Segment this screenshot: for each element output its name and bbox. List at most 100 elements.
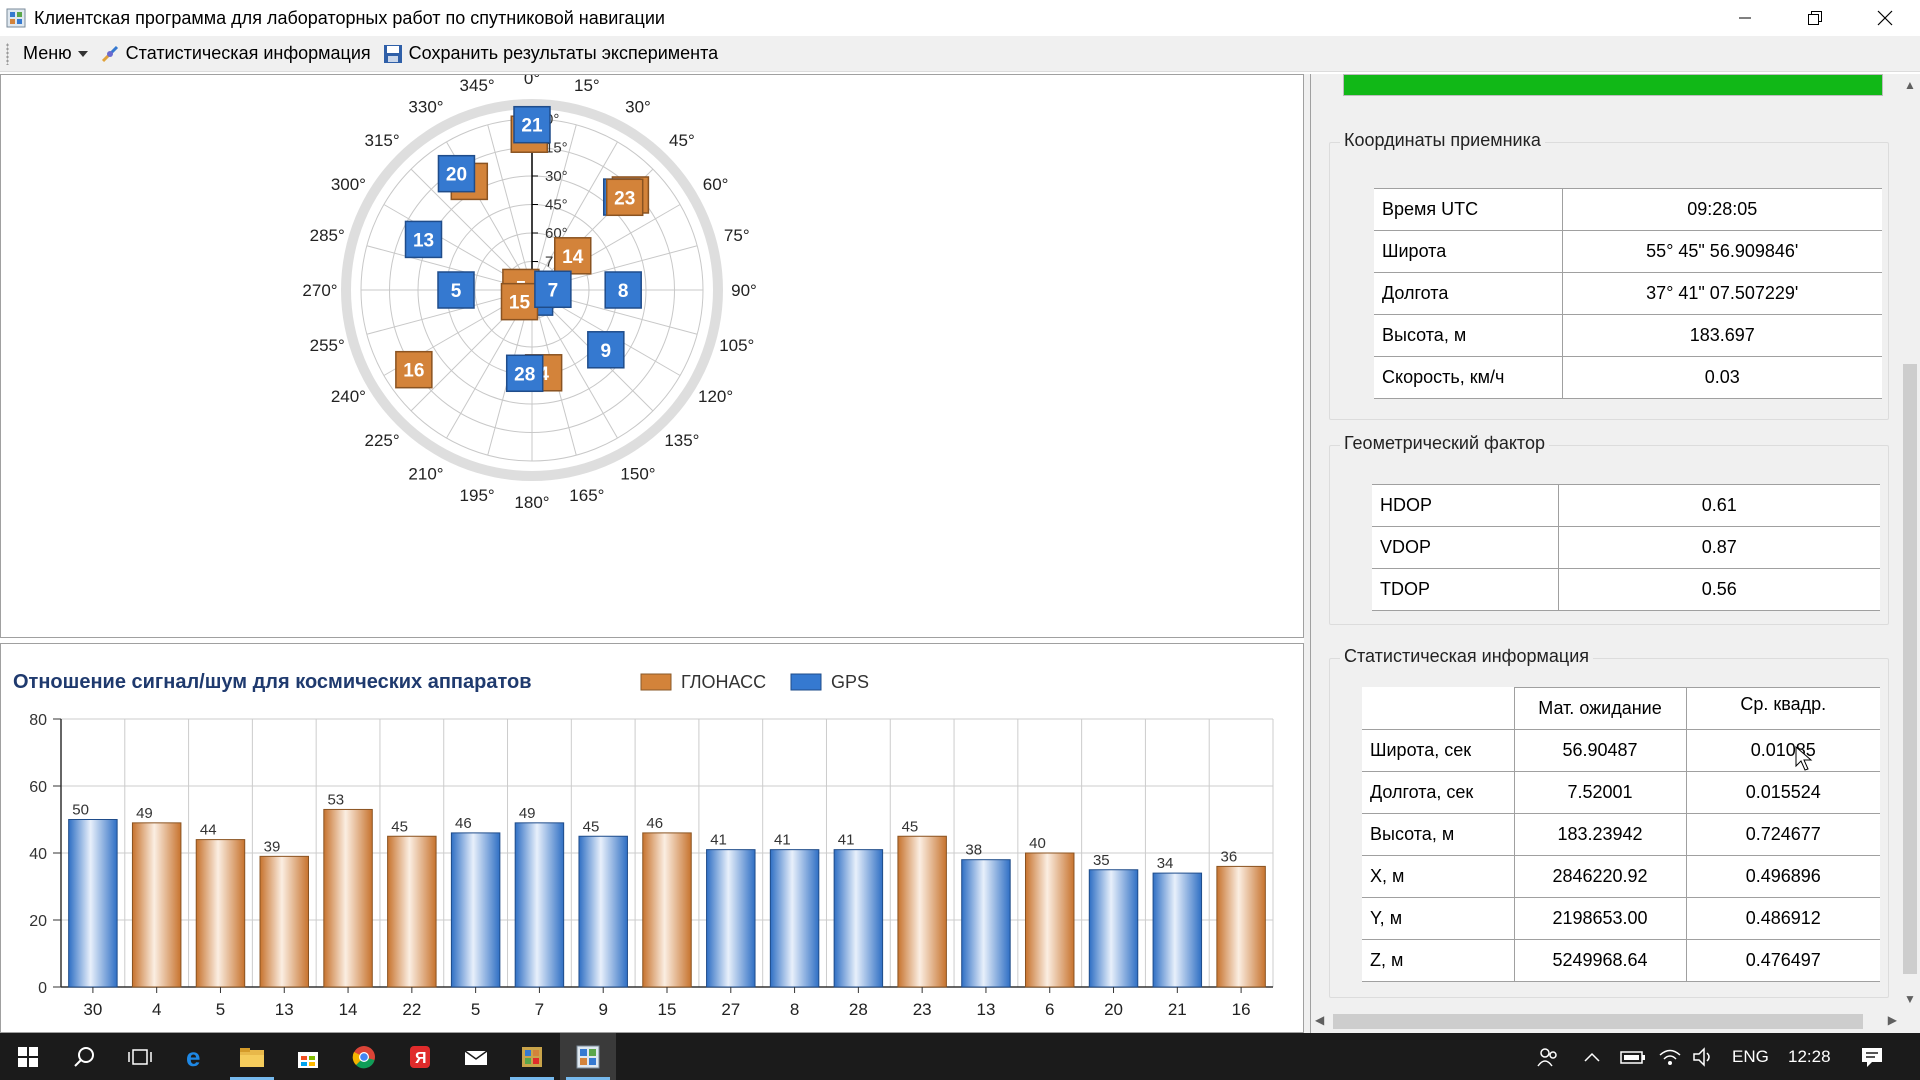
panel-splitter[interactable] (1304, 74, 1310, 1033)
snr-bar-glonass[interactable] (195, 839, 246, 988)
start-button[interactable] (0, 1033, 56, 1080)
snr-bar-gps[interactable] (706, 849, 756, 988)
skyplot-elevation-label: 15° (545, 140, 568, 157)
snr-bar-gps[interactable] (578, 835, 628, 988)
satellite-marker-glonass[interactable]: 23 (605, 178, 644, 217)
people-button[interactable] (1536, 1033, 1560, 1080)
toolbar-grip[interactable] (6, 42, 9, 65)
snr-bar-gps[interactable] (769, 849, 820, 988)
taskbar-store[interactable] (280, 1033, 336, 1080)
scroll-up-icon[interactable]: ▲ (1904, 78, 1916, 92)
receiver-label-cell: Скорость, км/ч (1374, 356, 1562, 399)
taskbar-app-2[interactable] (504, 1033, 560, 1080)
close-button[interactable] (1850, 0, 1920, 36)
satellite-marker-glonass[interactable]: 14 (554, 237, 592, 275)
satellite-marker-box (587, 331, 625, 369)
taskbar-chrome[interactable] (336, 1033, 392, 1080)
snr-bar-gps[interactable] (1088, 869, 1139, 988)
receiver-value-cell: 183.697 (1561, 314, 1882, 357)
action-center-button[interactable] (1860, 1033, 1884, 1080)
chart-y-tick-label: 60 (29, 779, 47, 796)
search-button[interactable] (56, 1033, 112, 1080)
satellite-marker-gps[interactable]: 28 (505, 354, 544, 393)
satellite-marker-gps[interactable]: 5 (437, 271, 475, 309)
signal-progress-bar (1343, 74, 1883, 96)
taskbar-mail[interactable] (448, 1033, 504, 1080)
snr-bar-glonass[interactable] (131, 822, 182, 988)
save-results-button[interactable]: Сохранить результаты эксперимента (377, 39, 725, 69)
receiver-row: Высота, м 183.697 (1374, 314, 1882, 357)
notifications-icon (1862, 1047, 1882, 1067)
taskbar-edge[interactable]: e (168, 1033, 224, 1080)
receiver-value-cell: 37° 41" 07.507229' (1561, 272, 1882, 315)
chart-title: Отношение сигнал/шум для космических апп… (13, 671, 532, 693)
statistics-header-empty (1362, 687, 1514, 730)
satellite-marker-box (513, 105, 551, 144)
snr-bar-gps[interactable] (961, 859, 1011, 988)
task-view-button[interactable] (112, 1033, 168, 1080)
snr-bar-gps[interactable] (833, 849, 884, 988)
snr-bar-glonass[interactable] (897, 835, 947, 988)
vertical-scrollbar[interactable]: ▲ ▼ (1900, 74, 1920, 1010)
statistics-rms-cell: 0.01085 (1685, 729, 1880, 772)
battery-button[interactable] (1620, 1033, 1646, 1080)
statistics-mean-cell: 7.52001 (1513, 771, 1686, 814)
receiver-coordinates-title: Координаты приемника (1340, 130, 1545, 151)
snr-bar-value-label: 34 (1157, 855, 1174, 872)
satellite-marker-gps[interactable]: 8 (604, 271, 642, 309)
chart-x-tick-label: 20 (1104, 1000, 1123, 1019)
taskbar-navigation-app[interactable] (560, 1033, 616, 1080)
satellite-marker-gps[interactable]: 7 (534, 270, 572, 309)
statistics-header-mean: Мат. ожидание (1513, 687, 1686, 730)
geometry-label-cell: HDOP (1372, 484, 1558, 527)
clock[interactable]: 12:28 (1788, 1046, 1831, 1066)
show-hidden-icons-button[interactable] (1584, 1033, 1600, 1080)
minimize-button[interactable] (1710, 0, 1780, 36)
restore-button[interactable] (1780, 0, 1850, 36)
snr-bar-glonass[interactable] (1216, 865, 1266, 988)
satellite-marker-gps[interactable]: 21 (513, 105, 551, 144)
satellite-id-label: 28 (514, 364, 535, 385)
taskbar-yandex[interactable]: Я (392, 1033, 448, 1080)
statistics-button[interactable]: Статистическая информация (94, 39, 377, 69)
vertical-scroll-thumb[interactable] (1903, 364, 1917, 974)
satellite-id-label: 5 (451, 281, 462, 302)
snr-bar-gps[interactable] (450, 832, 501, 988)
satellite-marker-glonass[interactable]: 15 (500, 282, 539, 321)
snr-bar-glonass[interactable] (642, 832, 692, 988)
satellite-marker-gps[interactable]: 9 (587, 331, 625, 369)
satellite-marker-glonass[interactable]: 16 (395, 350, 433, 389)
horizontal-scrollbar[interactable]: ◀ ▶ (1311, 1010, 1901, 1033)
language-indicator[interactable]: ENG (1732, 1046, 1769, 1066)
taskbar-file-explorer[interactable] (224, 1033, 280, 1080)
skyplot-azimuth-spoke (531, 124, 577, 291)
window-title: Клиентская программа для лабораторных ра… (34, 7, 665, 28)
horizontal-scroll-thumb[interactable] (1333, 1014, 1863, 1029)
svg-text:e: e (186, 1045, 200, 1069)
chart-x-tick-label: 30 (83, 1000, 102, 1019)
store-icon (298, 1051, 318, 1068)
snr-bar-gps[interactable] (68, 819, 118, 988)
snr-bar-gps[interactable] (1152, 872, 1203, 988)
snr-bar-value-label: 50 (72, 802, 89, 819)
snr-bar-glonass[interactable] (259, 855, 310, 988)
statistics-row: Y, м 2198653.00 0.486912 (1362, 897, 1880, 940)
snr-bar-gps[interactable] (514, 822, 565, 988)
geometric-factor-title: Геометрический фактор (1340, 433, 1549, 454)
snr-bar-glonass[interactable] (387, 835, 437, 988)
menu-dropdown-button[interactable]: Меню (17, 39, 94, 69)
skyplot-azimuth-label: 225° (365, 431, 400, 450)
volume-button[interactable] (1692, 1033, 1716, 1080)
satellite-marker-gps[interactable]: 13 (404, 220, 443, 259)
network-button[interactable] (1658, 1033, 1682, 1080)
chart-x-tick-label: 9 (598, 1000, 607, 1019)
satellite-marker-gps[interactable]: 20 (437, 154, 476, 193)
statistics-label-cell: Z, м (1362, 939, 1514, 982)
snr-bar-glonass[interactable] (323, 808, 373, 988)
chart-x-tick-label: 13 (976, 1000, 995, 1019)
snr-bar-glonass[interactable] (1024, 852, 1075, 988)
satellite-id-label: 7 (548, 280, 559, 301)
scroll-left-icon[interactable]: ◀ (1315, 1013, 1325, 1027)
scroll-down-icon[interactable]: ▼ (1904, 992, 1916, 1006)
scroll-right-icon[interactable]: ▶ (1887, 1013, 1897, 1027)
